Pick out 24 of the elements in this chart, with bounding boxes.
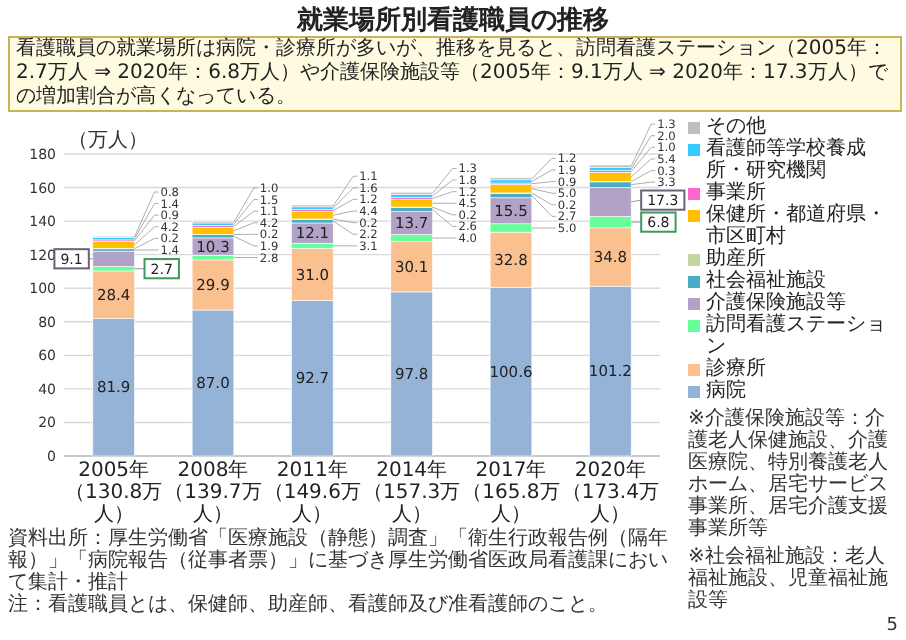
legend-label: 病院	[706, 380, 746, 402]
legend-label: 診療所	[706, 358, 766, 380]
text: 注：看護職員とは、保健師、助産師、看護師及び准看護師のこと。	[8, 594, 610, 616]
legend-label: 保健所・都道府県・市区町村	[706, 204, 886, 248]
legend-label: 事業所	[706, 182, 766, 204]
chart-subtitle: 看護職員の就業場所は病院・診療所が多いが、推移を見ると、訪問看護ステーション（2005年：2.7万人 ⇒ 2020年：6.8万人）や介護保険施設等（2005年：9.1万人 ⇒ 2020年：17.3万人）での増加割合が高くなっている。	[8, 36, 902, 112]
text: ※社会福祉施設：老人福祉施設、児童福祉施設等	[688, 546, 890, 612]
legend-label: 介護保険施設等	[706, 292, 846, 314]
text: 5	[886, 616, 898, 636]
y-axis-title: （万人）	[68, 130, 148, 152]
legend-label: 訪問看護ステーション	[706, 314, 886, 358]
x-tick-label: 2017年（165.8万人）	[461, 460, 561, 526]
x-tick-label: 2011年（149.6万人）	[262, 460, 362, 526]
text: ※介護保険施設等：介護老人保健施設、介護医療院、特別養護老人ホーム、居宅サービス事業所、居宅介護支援事業所等	[688, 408, 890, 540]
legend-label: 看護師等学校養成所・研究機関	[706, 138, 866, 182]
legend-label: その他	[706, 116, 766, 138]
x-tick-label: 2014年（157.3万人）	[362, 460, 462, 526]
text: 資料出所：厚生労働省「医療施設（静態）調査」「衛生行政報告例（隔年報）」「病院報告（従事者票）」に基づき厚生労働省医政局看護課において集計・推計	[8, 528, 670, 594]
chart-title: 就業場所別看護職員の推移	[295, 4, 609, 36]
legend-label: 助産所	[706, 248, 766, 270]
legend-label: 社会福祉施設	[706, 270, 826, 292]
x-tick-label: 2005年（130.8万人）	[64, 460, 164, 526]
x-tick-label: 2008年（139.7万人）	[163, 460, 263, 526]
x-tick-label: 2020年（173.4万人）	[560, 460, 660, 526]
